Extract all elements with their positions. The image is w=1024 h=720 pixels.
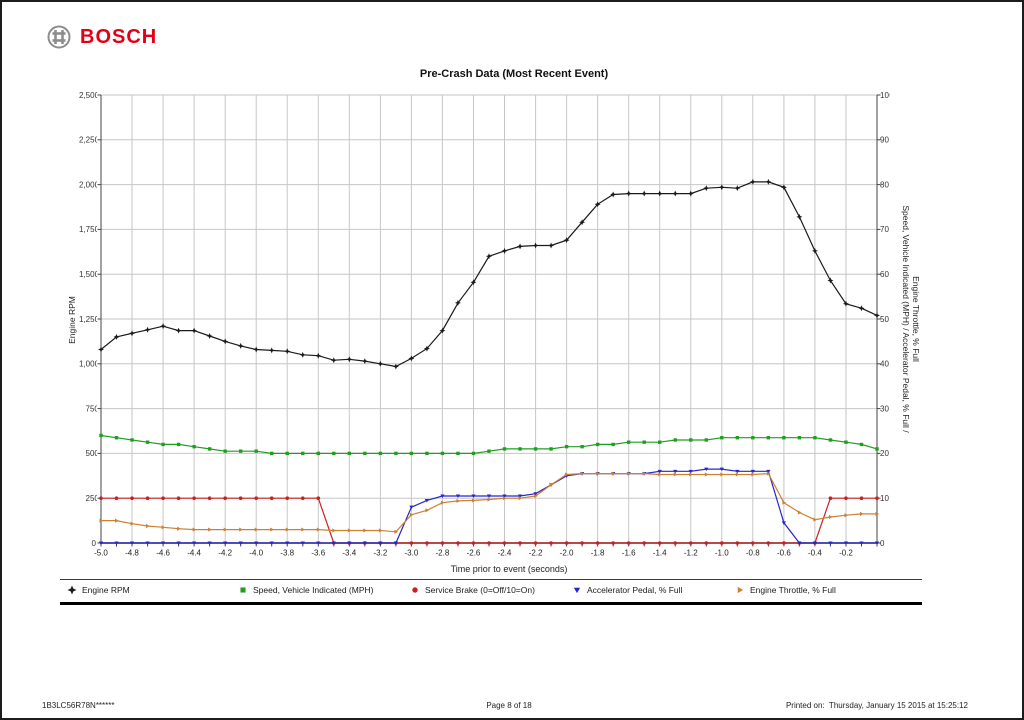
svg-text:-1.8: -1.8: [591, 549, 605, 558]
svg-text:1,500: 1,500: [79, 270, 100, 279]
chart-title: Pre-Crash Data (Most Recent Event): [419, 68, 609, 80]
svg-text:500: 500: [86, 449, 100, 458]
legend-item-engine-rpm: Engine RPM: [66, 584, 130, 596]
svg-text:-2.2: -2.2: [529, 549, 543, 558]
svg-text:-0.4: -0.4: [808, 549, 822, 558]
legend-label: Engine Throttle, % Full: [750, 585, 836, 595]
svg-text:10: 10: [880, 494, 889, 503]
svg-text:-3.2: -3.2: [374, 549, 388, 558]
svg-text:-2.4: -2.4: [498, 549, 512, 558]
legend-label: Accelerator Pedal, % Full: [587, 585, 683, 595]
svg-text:-4.6: -4.6: [156, 549, 170, 558]
series-engine-throttle-full: [99, 471, 880, 534]
svg-text:0: 0: [92, 539, 97, 548]
printed-on-text: Printed on: Thursday, January 15 2015 at…: [785, 701, 968, 710]
svg-text:-3.4: -3.4: [342, 549, 356, 558]
svg-text:-4.4: -4.4: [187, 549, 201, 558]
svg-text:20: 20: [880, 449, 889, 458]
bosch-logo: BOSCH: [46, 24, 157, 50]
legend-label: Service Brake (0=Off/10=On): [425, 585, 535, 595]
svg-text:90: 90: [880, 136, 889, 145]
page-number: Page 8 of 18: [486, 701, 532, 710]
bosch-logo-icon: [47, 25, 71, 49]
svg-text:-1.0: -1.0: [715, 549, 729, 558]
legend-item-engine-throttle-full: Engine Throttle, % Full: [734, 584, 836, 596]
svg-text:1,750: 1,750: [79, 225, 100, 234]
x-axis-title: Time prior to event (seconds): [450, 564, 568, 574]
svg-text:100: 100: [880, 91, 894, 100]
svg-text:30: 30: [880, 404, 889, 413]
svg-text:-1.4: -1.4: [653, 549, 667, 558]
legend-marker-star-icon: [67, 585, 77, 595]
svg-text:-3.6: -3.6: [311, 549, 325, 558]
svg-text:80: 80: [880, 180, 889, 189]
vin-text: 1B3LC56R78N******: [42, 701, 115, 710]
svg-text:-1.6: -1.6: [622, 549, 636, 558]
svg-text:-1.2: -1.2: [684, 549, 698, 558]
axes: [97, 94, 881, 547]
bosch-wordmark: BOSCH: [80, 25, 158, 48]
svg-text:-2.8: -2.8: [436, 549, 450, 558]
series-speed-vehicle-indicated-mph-: [99, 433, 879, 456]
legend-marker-triangle-right-icon: [737, 586, 744, 594]
svg-text:-5.0: -5.0: [94, 549, 108, 558]
svg-text:-4.8: -4.8: [125, 549, 139, 558]
svg-text:-0.6: -0.6: [777, 549, 791, 558]
legend-item-accelerator-pedal-full: Accelerator Pedal, % Full: [571, 584, 682, 596]
right-axis-title-line2: Engine Throttle, % Full: [911, 276, 921, 362]
svg-text:-4.0: -4.0: [249, 549, 263, 558]
svg-text:60: 60: [880, 270, 889, 279]
legend-label: Engine RPM: [82, 585, 130, 595]
legend-marker-circle-icon: [412, 587, 418, 593]
legend-label: Speed, Vehicle Indicated (MPH): [253, 585, 374, 595]
svg-text:-3.8: -3.8: [280, 549, 294, 558]
legend-marker-square-icon: [240, 587, 246, 593]
svg-text:-4.2: -4.2: [218, 549, 232, 558]
svg-text:-3.0: -3.0: [405, 549, 419, 558]
svg-text:50: 50: [880, 315, 889, 324]
right-axis-tick-labels: 0 10 20 30 40 50 60 70 80 90 100: [880, 91, 894, 548]
svg-text:70: 70: [880, 225, 889, 234]
svg-text:2,250: 2,250: [79, 136, 100, 145]
svg-text:2,000: 2,000: [79, 180, 100, 189]
legend-divider-bottom: [60, 602, 922, 605]
chart-legend: Engine RPM Speed, Vehicle Indicated (MPH)…: [2, 584, 1022, 600]
svg-text:-2.6: -2.6: [467, 549, 481, 558]
x-axis-tick-labels: -5.0 -4.8 -4.6 -4.4 -4.2 -4.0 -3.8 -3.6 -3.4 -3.2…: [94, 549, 853, 558]
svg-text:1,250: 1,250: [79, 315, 100, 324]
left-axis-title: Engine RPM: [67, 296, 77, 344]
svg-text:250: 250: [86, 494, 100, 503]
svg-text:2,500: 2,500: [79, 91, 100, 100]
legend-divider-top: [60, 579, 922, 580]
right-axis-title-line1: Speed, Vehicle Indicated (MPH) / Acceler…: [901, 205, 911, 433]
series-accelerator-pedal-full: [98, 467, 880, 546]
svg-text:40: 40: [880, 360, 889, 369]
left-axis-tick-labels: 0 250 500 750 1,000 1,250 1,500 1,750 2,000 2,250…: [79, 91, 100, 548]
svg-text:-0.8: -0.8: [746, 549, 760, 558]
svg-text:750: 750: [86, 404, 100, 413]
series-engine-rpm: [98, 178, 880, 370]
svg-text:0: 0: [880, 539, 885, 548]
gridlines: [100, 94, 878, 543]
svg-text:-0.2: -0.2: [839, 549, 853, 558]
legend-item-service-brake-0-off-10-on-: Service Brake (0=Off/10=On): [409, 584, 535, 596]
legend-marker-triangle-down-icon: [573, 587, 581, 594]
series-service-brake-0-off-10-on-: [99, 496, 879, 545]
legend-item-speed-vehicle-indicated-mph-: Speed, Vehicle Indicated (MPH): [237, 584, 373, 596]
svg-text:1,000: 1,000: [79, 360, 100, 369]
svg-text:-2.0: -2.0: [560, 549, 574, 558]
